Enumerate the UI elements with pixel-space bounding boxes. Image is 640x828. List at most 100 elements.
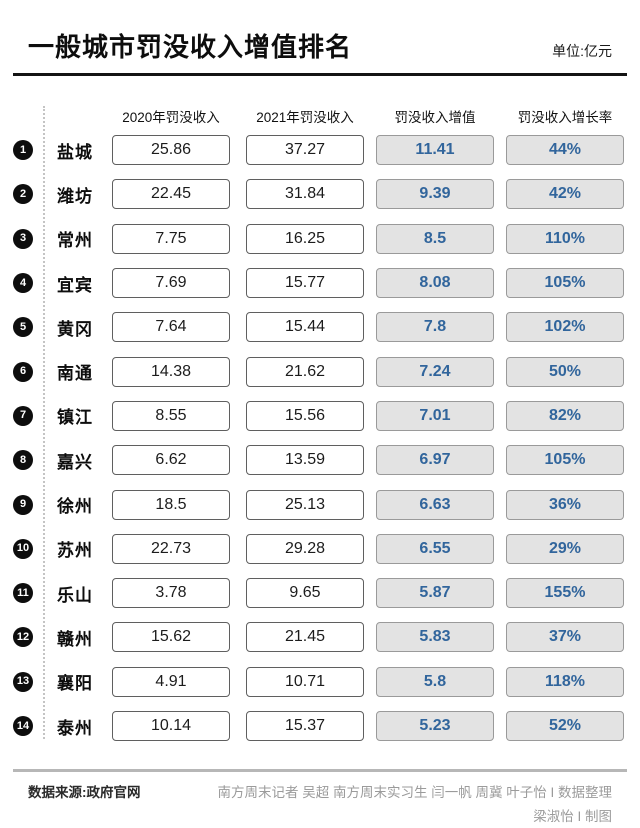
value-2020-box: 22.45 bbox=[112, 179, 230, 210]
header: 一般城市罚没收入增值排名 单位:亿元 bbox=[13, 0, 627, 76]
column-header-row: 2020年罚没收入 2021年罚没收入 罚没收入增值 罚没收入增长率 bbox=[0, 106, 640, 126]
rank-cell: 8 bbox=[0, 450, 46, 471]
value-2020-box: 25.86 bbox=[112, 135, 230, 166]
city-name: 嘉兴 bbox=[57, 452, 93, 472]
rank-badge: 8 bbox=[13, 450, 33, 471]
rank-cell: 5 bbox=[0, 317, 46, 338]
rank-cell: 2 bbox=[0, 184, 46, 205]
city-name: 襄阳 bbox=[57, 674, 93, 694]
ranking-table: 2020年罚没收入 2021年罚没收入 罚没收入增值 罚没收入增长率 1 盐城 … bbox=[0, 106, 640, 748]
table-row: 5 黄冈 7.64 15.44 7.8 102% bbox=[0, 305, 640, 349]
value-2021-box: 15.37 bbox=[246, 711, 364, 741]
value-delta-box: 8.08 bbox=[376, 268, 494, 299]
value-2021-box: 21.45 bbox=[246, 622, 364, 653]
city-name: 宜宾 bbox=[57, 275, 93, 295]
value-growth-box: 37% bbox=[506, 622, 624, 653]
table-row: 12 赣州 15.62 21.45 5.83 37% bbox=[0, 615, 640, 659]
value-delta-box: 6.97 bbox=[376, 445, 494, 476]
rank-badge: 11 bbox=[13, 583, 33, 604]
rank-cell: 3 bbox=[0, 228, 46, 249]
value-delta-box: 7.8 bbox=[376, 312, 494, 343]
value-delta-box: 11.41 bbox=[376, 135, 494, 166]
rank-cell: 6 bbox=[0, 361, 46, 382]
city-name: 镇江 bbox=[57, 408, 93, 428]
value-2021-box: 31.84 bbox=[246, 179, 364, 210]
rank-badge: 5 bbox=[13, 317, 33, 338]
table-row: 8 嘉兴 6.62 13.59 6.97 105% bbox=[0, 438, 640, 482]
city-name: 苏州 bbox=[57, 541, 93, 561]
footer: 数据来源:政府官网 南方周末记者 吴超 南方周末实习生 闫一帆 周冀 叶子怡 I… bbox=[13, 769, 627, 828]
value-2021-box: 15.56 bbox=[246, 400, 364, 431]
city-name: 泰州 bbox=[57, 718, 93, 738]
value-2021-box: 15.44 bbox=[246, 312, 364, 343]
value-delta-box: 5.87 bbox=[376, 578, 494, 609]
city-name: 徐州 bbox=[57, 497, 93, 517]
data-source-label: 数据来源:政府官网 bbox=[28, 785, 141, 801]
table-row: 7 镇江 8.55 15.56 7.01 82% bbox=[0, 394, 640, 438]
rank-badge: 6 bbox=[13, 361, 33, 382]
credits: 南方周末记者 吴超 南方周末实习生 闫一帆 周冀 叶子怡 I 数据整理 梁淑怡 … bbox=[217, 781, 612, 828]
value-2020-box: 8.55 bbox=[112, 400, 230, 431]
value-growth-box: 44% bbox=[506, 135, 624, 166]
value-2020-box: 10.14 bbox=[112, 711, 230, 741]
city-name: 常州 bbox=[57, 231, 93, 251]
rank-cell: 7 bbox=[0, 405, 46, 426]
value-2021-box: 16.25 bbox=[246, 223, 364, 254]
value-2020-box: 4.91 bbox=[112, 666, 230, 697]
value-growth-box: 105% bbox=[506, 445, 624, 476]
value-growth-box: 36% bbox=[506, 489, 624, 520]
rank-badge: 7 bbox=[13, 405, 33, 426]
value-2021-box: 37.27 bbox=[246, 135, 364, 166]
rank-badge: 10 bbox=[13, 538, 33, 559]
rank-badge: 2 bbox=[13, 184, 33, 205]
value-growth-box: 50% bbox=[506, 356, 624, 387]
rank-cell: 4 bbox=[0, 273, 46, 294]
value-delta-box: 7.01 bbox=[376, 400, 494, 431]
value-2020-box: 15.62 bbox=[112, 622, 230, 653]
table-rows: 1 盐城 25.86 37.27 11.41 44% 2 潍坊 22.45 31… bbox=[0, 128, 640, 748]
city-name: 南通 bbox=[57, 364, 93, 384]
page-title: 一般城市罚没收入增值排名 bbox=[28, 32, 353, 62]
value-2020-box: 7.69 bbox=[112, 268, 230, 299]
value-2021-box: 9.65 bbox=[246, 578, 364, 609]
value-growth-box: 102% bbox=[506, 312, 624, 343]
value-2021-box: 13.59 bbox=[246, 445, 364, 476]
unit-label: 单位:亿元 bbox=[552, 43, 612, 59]
rank-badge: 9 bbox=[13, 494, 33, 515]
city-name: 赣州 bbox=[57, 629, 93, 649]
value-growth-box: 29% bbox=[506, 533, 624, 564]
rank-badge: 1 bbox=[13, 140, 33, 161]
table-row: 13 襄阳 4.91 10.71 5.8 118% bbox=[0, 660, 640, 704]
value-delta-box: 9.39 bbox=[376, 179, 494, 210]
value-2020-box: 14.38 bbox=[112, 356, 230, 387]
value-delta-box: 8.5 bbox=[376, 223, 494, 254]
value-2021-box: 10.71 bbox=[246, 666, 364, 697]
value-growth-box: 42% bbox=[506, 179, 624, 210]
table-row: 10 苏州 22.73 29.28 6.55 29% bbox=[0, 527, 640, 571]
city-name: 黄冈 bbox=[57, 319, 93, 339]
column-header-2021: 2021年罚没收入 bbox=[256, 110, 354, 125]
rank-divider-dotted-line bbox=[43, 106, 45, 739]
table-row: 11 乐山 3.78 9.65 5.87 155% bbox=[0, 571, 640, 615]
value-delta-box: 5.8 bbox=[376, 666, 494, 697]
value-2021-box: 15.77 bbox=[246, 268, 364, 299]
value-2020-box: 22.73 bbox=[112, 533, 230, 564]
value-delta-box: 6.63 bbox=[376, 489, 494, 520]
rank-badge: 3 bbox=[13, 228, 33, 249]
value-growth-box: 82% bbox=[506, 400, 624, 431]
value-2021-box: 21.62 bbox=[246, 356, 364, 387]
value-2020-box: 3.78 bbox=[112, 578, 230, 609]
column-header-delta: 罚没收入增值 bbox=[394, 110, 476, 125]
credits-line-1: 南方周末记者 吴超 南方周末实习生 闫一帆 周冀 叶子怡 I 数据整理 bbox=[217, 785, 612, 801]
city-name: 盐城 bbox=[57, 142, 93, 162]
table-row: 6 南通 14.38 21.62 7.24 50% bbox=[0, 349, 640, 393]
value-delta-box: 5.23 bbox=[376, 711, 494, 741]
rank-badge: 14 bbox=[13, 716, 33, 736]
rank-cell: 14 bbox=[0, 716, 46, 736]
rank-cell: 10 bbox=[0, 538, 46, 559]
rank-cell: 12 bbox=[0, 627, 46, 648]
rank-cell: 11 bbox=[0, 583, 46, 604]
value-delta-box: 7.24 bbox=[376, 356, 494, 387]
value-2020-box: 18.5 bbox=[112, 489, 230, 520]
